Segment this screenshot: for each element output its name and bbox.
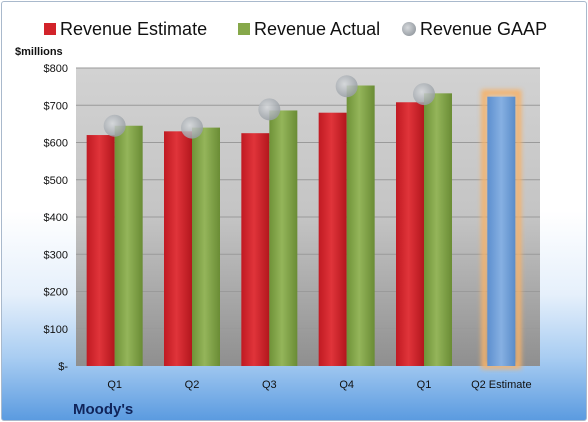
x-tick-label: Q2 Estimate (471, 379, 532, 391)
legend-swatch-revenue-actual (238, 23, 250, 35)
y-tick-label: $400 (44, 212, 68, 224)
y-tick-label: $100 (44, 324, 68, 336)
legend-label-revenue-gaap: Revenue GAAP (420, 19, 547, 39)
legend-label-revenue-actual: Revenue Actual (254, 19, 380, 39)
bars (86, 85, 522, 370)
bar-revenue-estimate (86, 135, 115, 366)
legend-item-revenue-actual: Revenue Actual (238, 19, 380, 39)
x-tick-label: Q1 (417, 379, 432, 391)
x-tick-label: Q3 (262, 379, 277, 391)
gridlines (76, 67, 540, 330)
bar-revenue-estimate (396, 102, 424, 367)
x-axis-ticks: Q1 Q2 Q3 Q4 Q1 Q2 Estimate (107, 379, 531, 391)
y-tick-label: $800 (44, 63, 68, 75)
bar-revenue-estimate (241, 133, 270, 366)
company-label: Moody's (73, 401, 133, 418)
bar-revenue-actual (346, 85, 375, 366)
y-tick-label: $300 (44, 249, 68, 261)
legend-label-revenue-estimate: Revenue Estimate (60, 19, 207, 39)
bar-revenue-estimate (318, 112, 347, 366)
bar-revenue-actual (269, 110, 298, 366)
x-tick-label: Q1 (107, 379, 122, 391)
y-tick-label: $500 (44, 175, 68, 187)
x-tick-label: Q2 (185, 379, 200, 391)
x-tick-label: Q4 (339, 379, 354, 391)
bar-revenue-actual (114, 125, 143, 366)
y-tick-label: $200 (44, 287, 68, 299)
gaap-marker (413, 83, 435, 106)
y-tick-label: $700 (44, 100, 68, 112)
legend-item-revenue-estimate: Revenue Estimate (44, 19, 207, 39)
legend: Revenue Estimate Revenue Actual Revenue … (44, 19, 547, 39)
gaap-marker (103, 114, 126, 137)
legend-swatch-revenue-estimate (44, 23, 56, 35)
y-tick-label: $600 (44, 138, 68, 150)
gaap-markers (103, 75, 435, 139)
y-tick-label: $- (58, 361, 68, 373)
gaap-marker (181, 116, 203, 139)
bar-q2-estimate (487, 96, 516, 367)
gaap-marker (258, 98, 281, 121)
legend-item-revenue-gaap: Revenue GAAP (402, 19, 547, 39)
y-axis-unit-label: $millions (15, 46, 63, 58)
bar-revenue-actual (192, 127, 220, 366)
gaap-marker (335, 75, 358, 98)
bar-revenue-estimate (164, 131, 192, 366)
y-axis-ticks: $- $100 $200 $300 $400 $500 $600 $700 $800 (44, 63, 69, 373)
legend-swatch-revenue-gaap (402, 22, 416, 36)
bar-revenue-actual (424, 93, 452, 366)
